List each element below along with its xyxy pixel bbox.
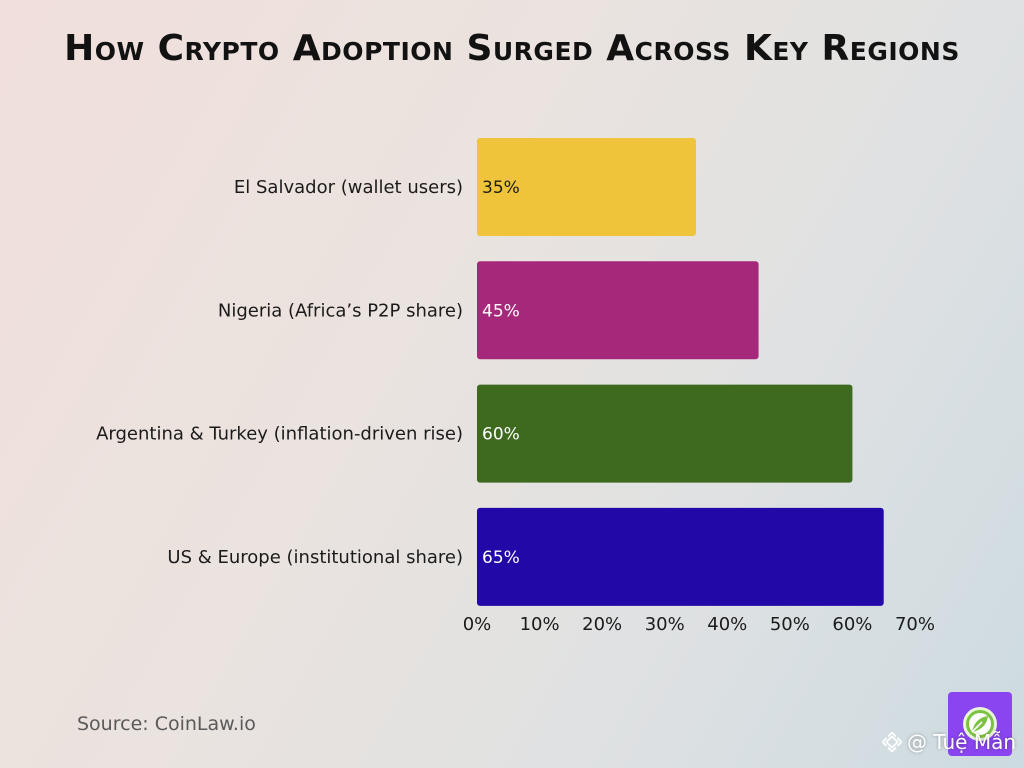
- x-tick-label: 10%: [520, 614, 560, 635]
- category-label: Nigeria (Africa’s P2P share): [218, 300, 463, 321]
- source-note: Source: CoinLaw.io: [77, 713, 256, 735]
- category-label: US & Europe (institutional share): [167, 547, 463, 568]
- bar-0: [477, 138, 696, 236]
- watermark-text: @ Tuệ Mẫn: [906, 730, 1016, 754]
- app-logo: [948, 692, 1012, 756]
- x-tick-label: 60%: [832, 614, 872, 635]
- bar-2: [477, 384, 853, 483]
- category-label: El Salvador (wallet users): [234, 177, 463, 198]
- binance-diamond-icon: [881, 731, 903, 753]
- x-tick-label: 20%: [582, 614, 622, 635]
- value-label: 45%: [482, 301, 520, 321]
- chart-title: How Crypto Adoption Surged Across Key Re…: [64, 28, 960, 69]
- value-label: 60%: [482, 425, 520, 445]
- x-tick-label: 40%: [707, 614, 747, 635]
- value-label: 35%: [482, 178, 520, 198]
- category-label: Argentina & Turkey (inflation-driven ris…: [96, 424, 463, 445]
- bar-3: [477, 507, 884, 606]
- bar-1: [477, 261, 759, 360]
- x-tick-label: 70%: [895, 614, 935, 635]
- compass-leaf-icon: [963, 707, 997, 741]
- value-label: 65%: [482, 548, 520, 568]
- watermark: @ Tuệ Mẫn: [881, 730, 1016, 754]
- x-tick-label: 0%: [463, 614, 492, 635]
- x-tick-label: 50%: [770, 614, 810, 635]
- x-tick-label: 30%: [645, 614, 685, 635]
